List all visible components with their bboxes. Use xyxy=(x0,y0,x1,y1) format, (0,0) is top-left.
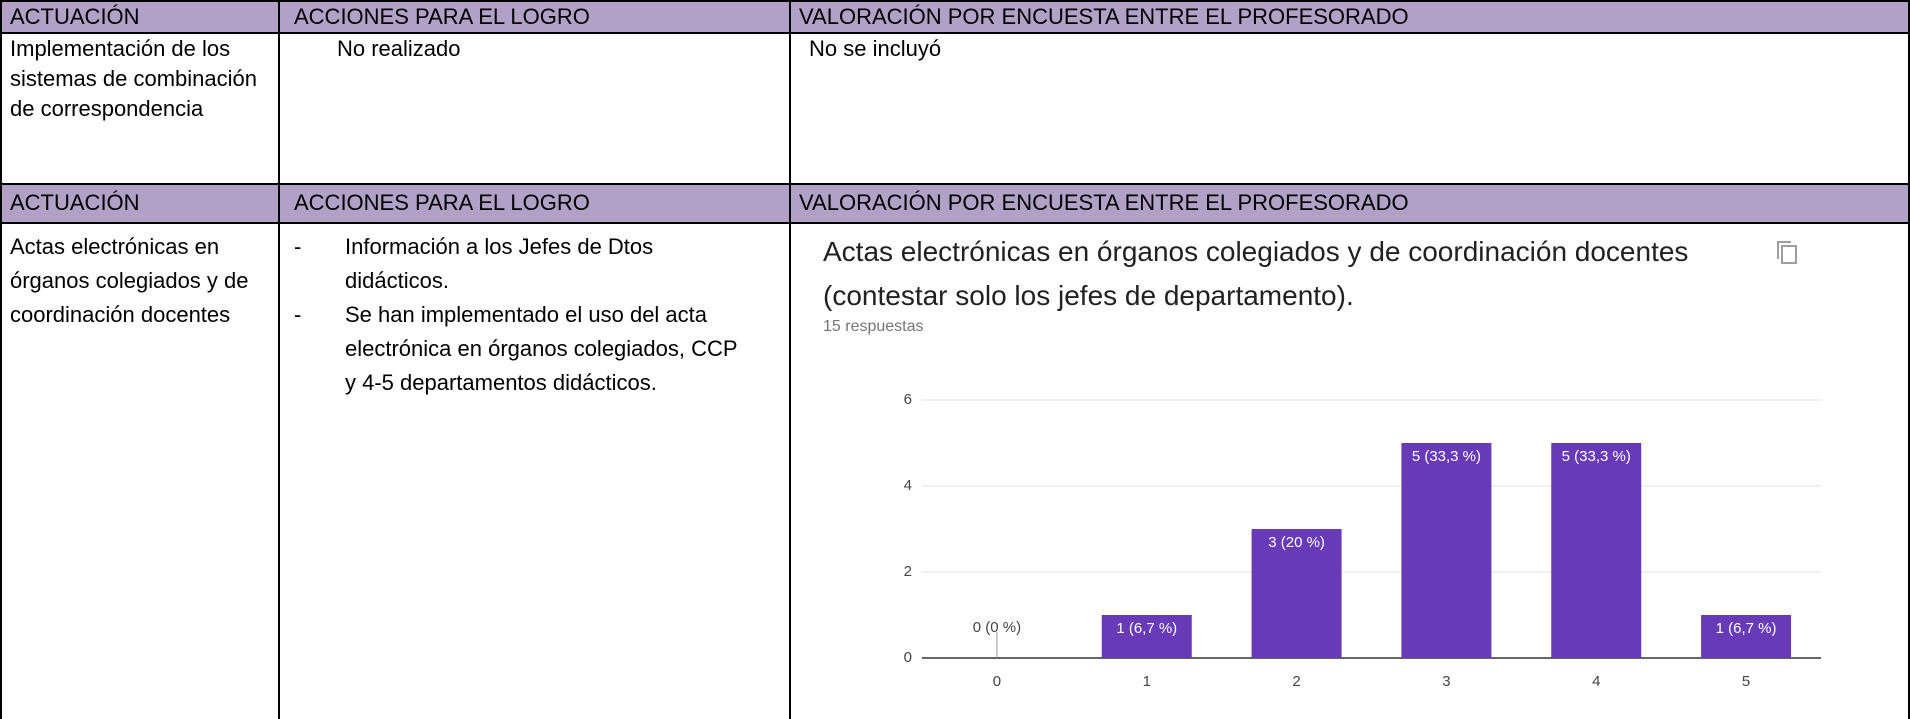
chart-cell xyxy=(789,222,1910,719)
header-cell: ACCIONES PARA EL LOGRO xyxy=(278,0,789,32)
header-cell: ACCIONES PARA EL LOGRO xyxy=(278,183,789,222)
cell: Implementación de los sistemas de combin… xyxy=(0,32,278,183)
chart-title: Actas electrónicas en órganos colegiados… xyxy=(823,236,1689,311)
copy-icon[interactable] xyxy=(1777,241,1797,264)
data-label: 5 (33,3 %) xyxy=(1412,448,1481,465)
y-tick-label: 2 xyxy=(904,563,912,580)
header-cell: ACTUACIÓN xyxy=(0,183,278,222)
cell: No realizado xyxy=(278,32,789,183)
bullet-item: Se han implementado el uso del acta elec… xyxy=(288,298,749,400)
cell: Información a los Jefes de Dtos didáctic… xyxy=(278,222,789,719)
bullet-item: Información a los Jefes de Dtos didáctic… xyxy=(288,230,749,298)
data-label: 1 (6,7 %) xyxy=(1716,620,1777,637)
header-cell: ACTUACIÓN xyxy=(0,0,278,32)
data-label: 1 (6,7 %) xyxy=(1116,620,1177,637)
header-cell: VALORACIÓN POR ENCUESTA ENTRE EL PROFESO… xyxy=(789,183,1910,222)
bar xyxy=(1401,443,1492,658)
data-label: 5 (33,3 %) xyxy=(1562,448,1631,465)
x-tick-label: 4 xyxy=(1592,673,1600,690)
data-label: 3 (20 %) xyxy=(1268,534,1325,551)
x-tick-label: 0 xyxy=(993,673,1001,690)
y-tick-label: 4 xyxy=(904,477,912,494)
x-tick-label: 3 xyxy=(1442,673,1450,690)
bar xyxy=(1701,615,1792,658)
data-label: 0 (0 %) xyxy=(973,619,1021,636)
chart-subtitle: 15 respuestas xyxy=(823,318,924,335)
y-tick-label: 0 xyxy=(904,649,912,666)
bar xyxy=(1251,529,1342,658)
bar xyxy=(1551,443,1642,658)
x-tick-label: 2 xyxy=(1292,673,1300,690)
bar xyxy=(1101,615,1192,658)
header-cell: VALORACIÓN POR ENCUESTA ENTRE EL PROFESO… xyxy=(789,0,1910,32)
x-tick-label: 5 xyxy=(1742,673,1750,690)
cell: No se incluyó xyxy=(789,32,1910,183)
cell: Actas electrónicas en órganos colegiados… xyxy=(0,222,278,719)
x-tick-label: 1 xyxy=(1143,673,1151,690)
y-tick-label: 6 xyxy=(904,391,912,408)
